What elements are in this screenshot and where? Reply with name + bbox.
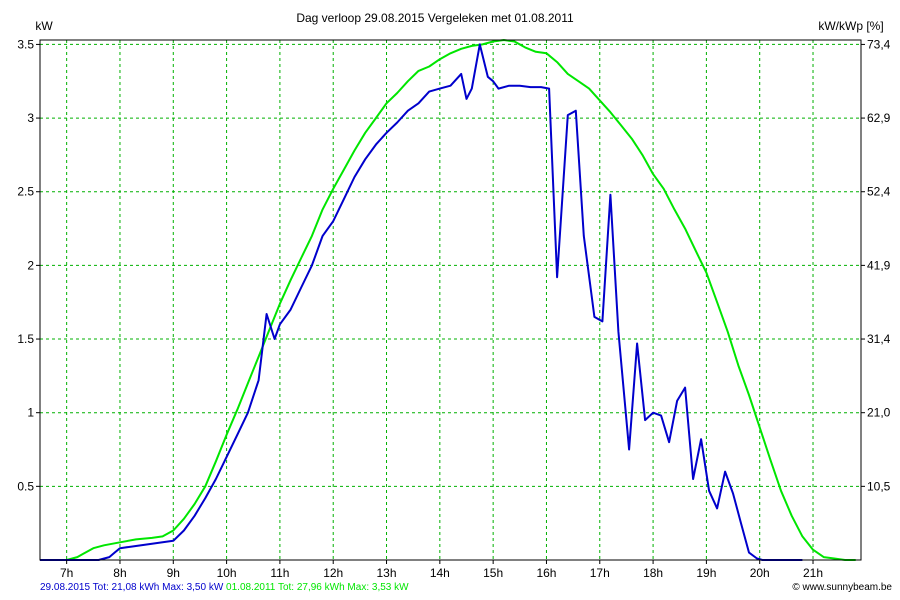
y2-tick-label: 10,5 [867,479,891,493]
series-layer [40,39,856,561]
x-tick-label: 10h [217,566,237,580]
y-tick-label: 3 [27,111,34,125]
series1-summary: 29.08.2015 Tot: 21,08 kWh Max: 3,50 kW [40,582,224,593]
y-tick-label: 3.5 [17,37,34,51]
y2-tick-label: 62,9 [867,111,891,125]
x-tick-label: 11h [270,566,289,580]
grid-lines [40,40,861,560]
y-tick-label: 1.5 [17,332,34,346]
y2-tick-label: 52,4 [867,185,891,199]
x-tick-label: 9h [167,566,180,580]
y2-tick-label: 31,4 [867,332,891,346]
y-tick-label: 2 [27,258,34,272]
series-line-01-08-2011 [40,39,856,561]
y-tick-label: 0.5 [17,479,34,493]
x-tick-label: 21h [803,566,823,580]
series2-summary: 01.08.2011 Tot: 27,96 kWh Max: 3,53 kW [226,582,409,593]
x-tick-label: 12h [323,566,343,580]
x-tick-label: 20h [750,566,770,580]
series-line-29-08-2015 [40,43,803,561]
y-tick-label: 1 [27,406,34,420]
x-tick-label: 14h [430,566,450,580]
y-tick-label: 2.5 [17,185,34,199]
footer-credit: © www.sunnybeam.be [792,582,892,593]
x-tick-label: 13h [377,566,397,580]
y2-tick-label: 73,4 [867,37,891,51]
footer-summary: 29.08.2015 Tot: 21,08 kWh Max: 3,50 kW 0… [40,582,409,593]
left-axis-unit: kW [35,19,53,33]
axis-labels: 7h 8h 9h 10h 11h 12h 13h 14h 15h 16h 17h 18h 19h 20h 2… [17,37,890,580]
x-tick-label: 18h [643,566,663,580]
x-tick-label: 19h [696,566,716,580]
x-tick-label: 15h [483,566,503,580]
x-tick-label: 16h [536,566,556,580]
y2-tick-label: 21,0 [867,406,891,420]
x-tick-label: 17h [590,566,610,580]
x-tick-label: 8h [113,566,126,580]
chart-title: Dag verloop 29.08.2015 Vergeleken met 01… [296,11,574,25]
x-tick-label: 7h [60,566,73,580]
y2-tick-label: 41,9 [867,258,891,272]
plot-frame [39,39,862,561]
right-axis-unit: kW/kWp [%] [818,19,883,33]
